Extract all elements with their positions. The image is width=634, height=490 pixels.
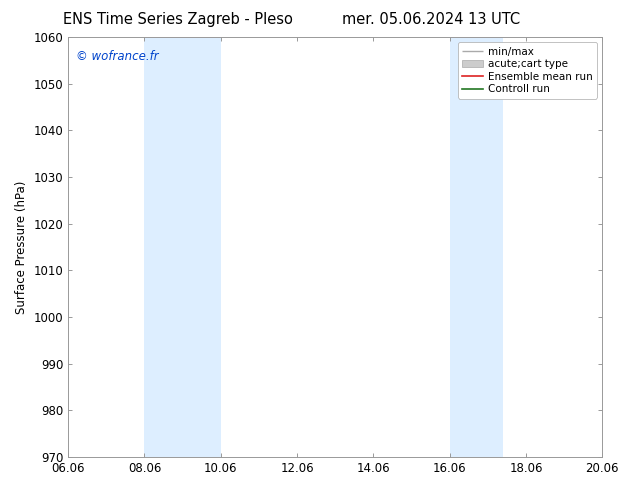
Y-axis label: Surface Pressure (hPa): Surface Pressure (hPa) — [15, 180, 28, 314]
Text: ENS Time Series Zagreb - Pleso: ENS Time Series Zagreb - Pleso — [63, 12, 292, 27]
Bar — [145, 37, 221, 457]
Text: © wofrance.fr: © wofrance.fr — [76, 50, 158, 63]
Bar — [450, 37, 503, 457]
Legend: min/max, acute;cart type, Ensemble mean run, Controll run: min/max, acute;cart type, Ensemble mean … — [458, 42, 597, 98]
Text: mer. 05.06.2024 13 UTC: mer. 05.06.2024 13 UTC — [342, 12, 520, 27]
